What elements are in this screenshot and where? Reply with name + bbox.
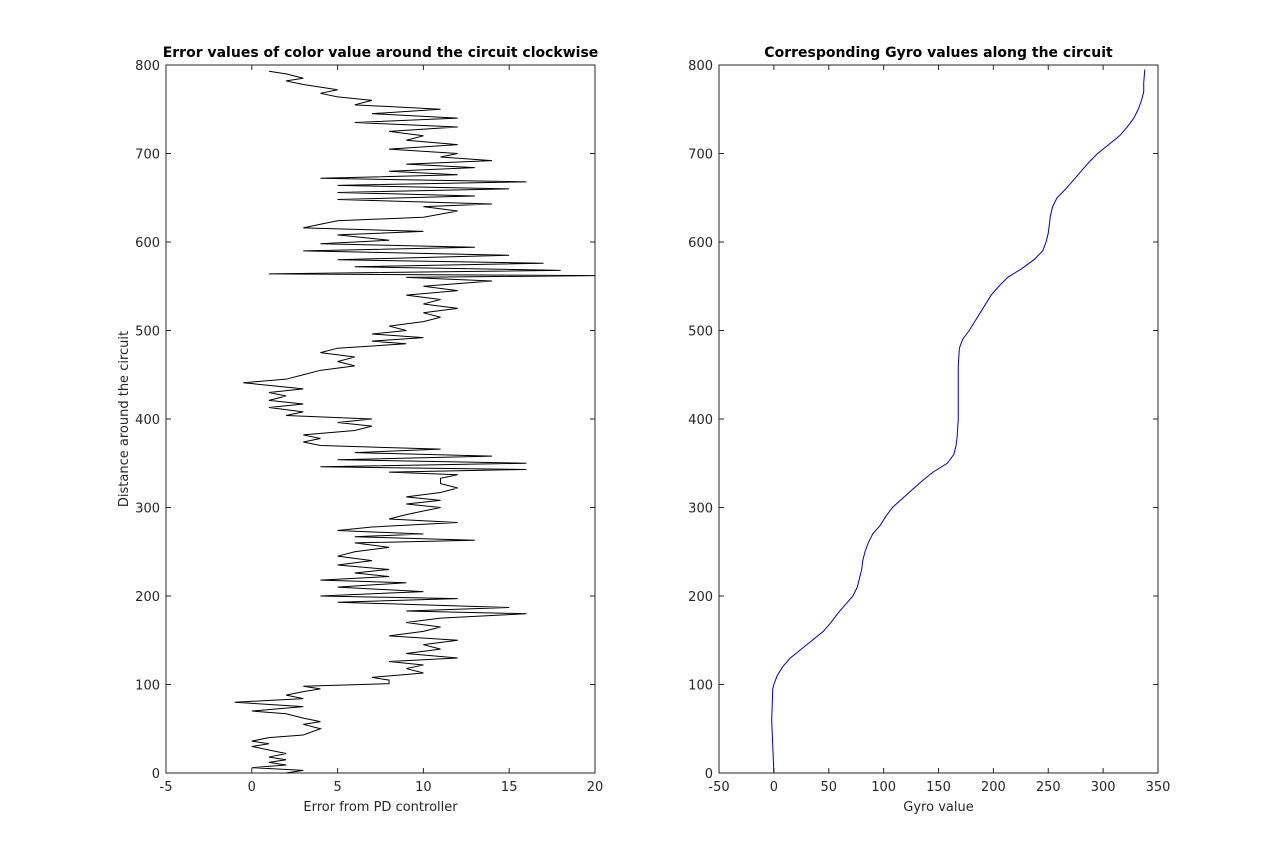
y-tick-label: 300 (688, 502, 713, 517)
x-axis-label: Gyro value (903, 800, 973, 815)
x-tick-label: 50 (820, 780, 837, 795)
x-tick-label: 200 (981, 780, 1006, 795)
y-tick-label: 200 (135, 590, 160, 605)
x-tick-label: -5 (160, 780, 173, 795)
data-line (771, 69, 1146, 774)
x-tick-label: 300 (1091, 780, 1116, 795)
y-tick-label: 0 (152, 767, 160, 782)
x-tick-label: 350 (1146, 780, 1171, 795)
y-tick-label: 800 (135, 59, 160, 74)
y-tick-label: 0 (705, 767, 713, 782)
x-tick-label: 250 (1036, 780, 1061, 795)
y-tick-label: 200 (688, 590, 713, 605)
chart-title: Corresponding Gyro values along the circ… (764, 45, 1113, 61)
x-tick-label: 0 (770, 780, 778, 795)
x-tick-label: 150 (926, 780, 951, 795)
y-tick-label: 300 (135, 502, 160, 517)
y-tick-label: 700 (135, 148, 160, 163)
y-tick-label: 500 (688, 325, 713, 340)
x-tick-label: 20 (587, 780, 604, 795)
y-tick-label: 700 (688, 148, 713, 163)
x-tick-label: 15 (501, 780, 518, 795)
x-tick-label: 10 (415, 780, 432, 795)
chart-title: Error values of color value around the c… (163, 45, 599, 61)
y-tick-label: 600 (135, 236, 160, 251)
data-line (234, 70, 596, 774)
x-axis-label: Error from PD controller (303, 800, 458, 815)
y-tick-label: 800 (688, 59, 713, 74)
y-tick-label: 600 (688, 236, 713, 251)
y-tick-label: 400 (135, 413, 160, 428)
x-tick-label: 5 (333, 780, 341, 795)
y-axis-label: Distance around the circuit (117, 331, 132, 507)
x-tick-label: 100 (871, 780, 896, 795)
y-tick-label: 100 (135, 679, 160, 694)
x-tick-label: -50 (708, 780, 729, 795)
plot-area (165, 64, 596, 774)
y-tick-label: 100 (688, 679, 713, 694)
x-tick-label: 0 (248, 780, 256, 795)
plot-area (718, 64, 1159, 774)
y-tick-label: 500 (135, 325, 160, 340)
y-tick-label: 400 (688, 413, 713, 428)
